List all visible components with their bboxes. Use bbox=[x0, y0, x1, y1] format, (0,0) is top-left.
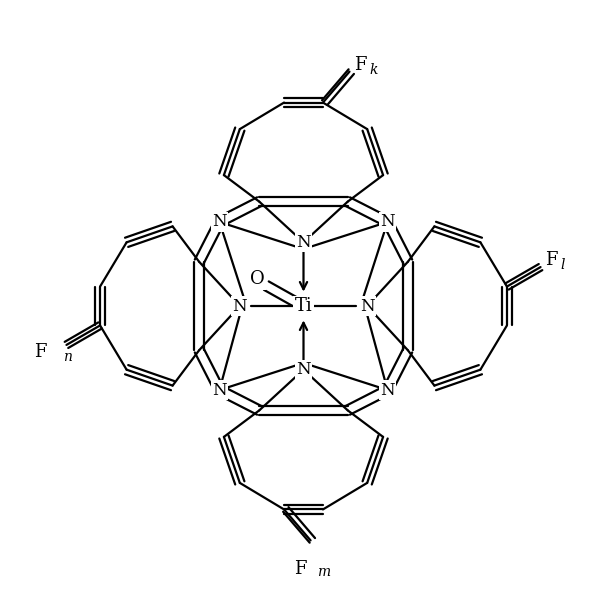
Text: l: l bbox=[561, 258, 565, 272]
Text: N: N bbox=[296, 234, 311, 251]
Text: F: F bbox=[35, 343, 47, 361]
Text: n: n bbox=[63, 350, 72, 364]
Text: N: N bbox=[212, 214, 227, 231]
Text: F: F bbox=[545, 251, 557, 269]
Text: F: F bbox=[354, 56, 367, 73]
Text: N: N bbox=[380, 381, 395, 398]
Text: N: N bbox=[212, 381, 227, 398]
Text: O: O bbox=[250, 271, 265, 288]
Text: N: N bbox=[232, 297, 247, 315]
Text: N: N bbox=[296, 361, 311, 378]
Text: Ti: Ti bbox=[294, 297, 313, 315]
Text: m: m bbox=[317, 565, 330, 579]
Text: N: N bbox=[360, 297, 375, 315]
Text: N: N bbox=[380, 214, 395, 231]
Text: F: F bbox=[294, 560, 306, 578]
Text: k: k bbox=[370, 63, 378, 77]
